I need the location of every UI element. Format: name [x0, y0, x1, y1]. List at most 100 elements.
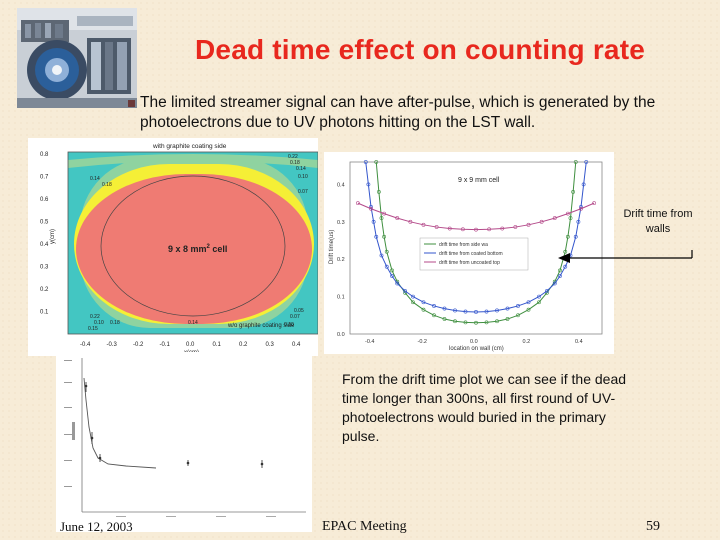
drift-point	[432, 313, 436, 318]
drift-series-line	[357, 202, 595, 231]
drift-x-tick: 0.2	[523, 339, 531, 345]
drift-point	[558, 274, 562, 278]
drift-point	[563, 264, 568, 269]
drift-point	[474, 320, 478, 325]
drift-y-tick: 0.1	[337, 295, 345, 301]
drift-point	[463, 309, 468, 314]
contour-labels: 0.220.180.140.100.070.140.180.220.100.15…	[88, 154, 308, 332]
drift-point	[453, 319, 457, 324]
contour-x-tick: -0.2	[133, 342, 144, 348]
drift-point	[460, 227, 465, 232]
drift-point	[474, 227, 478, 232]
contour-y-tick: 0.7	[40, 175, 49, 181]
contour-plot: with graphite coating side y(cm) 0.80.70…	[28, 138, 318, 356]
slide-title: Dead time effect on counting rate	[195, 34, 645, 65]
drift-point	[379, 216, 384, 220]
contour-y-tick: 0.5	[40, 220, 49, 226]
drift-point	[421, 222, 426, 227]
footer-date: June 12, 2003	[60, 519, 133, 534]
drift-series-line	[375, 161, 577, 324]
drift-legend: drift time from side wa drift time from c…	[419, 237, 529, 271]
drift-point	[537, 294, 541, 299]
drift-point	[544, 289, 549, 293]
contour-y-tick: 0.3	[40, 265, 49, 271]
drift-point	[576, 219, 581, 224]
contour-y-ticks: 0.8 0.7 0.6 0.5 0.4 0.3 0.2 0.1	[40, 152, 49, 316]
contour-level-label: 0.22	[288, 154, 298, 160]
rate-plot	[56, 352, 312, 532]
drift-legend-label: drift time from uncoated top	[439, 260, 500, 266]
drift-point	[382, 211, 387, 216]
drift-point	[573, 234, 578, 239]
drift-point	[442, 306, 447, 311]
contour-level-label: 0.14	[188, 320, 198, 326]
drift-point	[447, 226, 452, 231]
drift-point	[374, 160, 379, 164]
contour-y-tick: 0.6	[40, 197, 49, 203]
contour-level-label: 0.10	[284, 322, 294, 328]
drift-point	[484, 320, 489, 325]
contour-y-tick: 0.8	[40, 152, 49, 158]
footer-page-number: 59	[646, 519, 660, 534]
drift-point	[366, 182, 371, 187]
contour-level-label: 0.10	[298, 174, 308, 180]
contour-x-tick: 0.4	[292, 342, 301, 348]
contour-bottom-annotation: w/o graphite coating side	[227, 323, 295, 329]
footer-meeting: EPAC Meeting	[322, 519, 407, 534]
drift-x-tick: -0.2	[418, 339, 427, 345]
drift-time-label: Drift time from walls	[623, 208, 693, 235]
drift-ticks: -0.4 -0.2 0.0 0.2 0.4 0.4 0.3 0.2 0.1 0.0	[337, 182, 583, 345]
drift-point	[552, 281, 557, 286]
drift-arrow	[558, 250, 693, 263]
drift-x-tick: 0.0	[470, 339, 478, 345]
drift-time-plot: Drift time(us) location on wall (cm) 9 x…	[324, 152, 614, 354]
contour-x-tick: 0.2	[239, 342, 248, 348]
drift-point	[411, 300, 415, 305]
bullet-marker	[128, 100, 135, 107]
drift-point	[432, 304, 436, 308]
drift-legend-label: drift time from coated bottom	[439, 251, 503, 257]
drift-point	[558, 268, 562, 273]
drift-point	[513, 225, 518, 229]
drift-cell-label: 9 x 9 mm cell	[458, 177, 500, 184]
drift-point	[537, 300, 541, 305]
drift-point	[371, 219, 376, 224]
contour-level-label: 0.22	[90, 314, 100, 320]
drift-xlabel: location on wall (cm)	[449, 346, 504, 352]
contour-level-label: 0.14	[90, 176, 100, 182]
drift-point	[421, 307, 426, 312]
contour-x-tick: 0.0	[186, 342, 195, 348]
drift-x-tick: 0.4	[575, 339, 583, 345]
drift-point	[505, 306, 510, 311]
contour-level-label: 0.15	[88, 326, 98, 332]
drift-point	[579, 206, 583, 211]
contour-ylabel: y(cm)	[50, 229, 56, 244]
contour-level-label: 0.18	[110, 320, 120, 326]
drift-point	[584, 160, 589, 164]
drift-point	[395, 216, 400, 220]
drift-point	[592, 201, 597, 206]
drift-point	[565, 211, 570, 216]
drift-point	[516, 313, 520, 318]
drift-point	[384, 264, 389, 269]
contour-level-label: 0.05	[294, 308, 304, 314]
drift-point	[487, 227, 492, 232]
drift-point	[581, 182, 586, 187]
drift-ylabel: Drift time(us)	[329, 230, 335, 264]
detector-photo	[17, 8, 137, 108]
contour-x-tick: 0.1	[213, 342, 222, 348]
drift-point	[474, 310, 478, 314]
drift-legend-box	[419, 237, 529, 271]
contour-y-tick: 0.2	[40, 287, 49, 293]
drift-point	[568, 216, 573, 220]
drift-point	[390, 268, 394, 273]
cell-label: 9 x 8 mm2 cell	[168, 244, 227, 254]
drift-point	[374, 234, 379, 239]
drift-point	[384, 249, 389, 254]
drift-point	[495, 319, 499, 324]
drift-x-tick: -0.4	[365, 339, 374, 345]
drift-point	[573, 160, 578, 164]
drift-point	[403, 289, 408, 293]
drift-point	[516, 304, 520, 308]
contour-level-label: 0.10	[94, 320, 104, 326]
